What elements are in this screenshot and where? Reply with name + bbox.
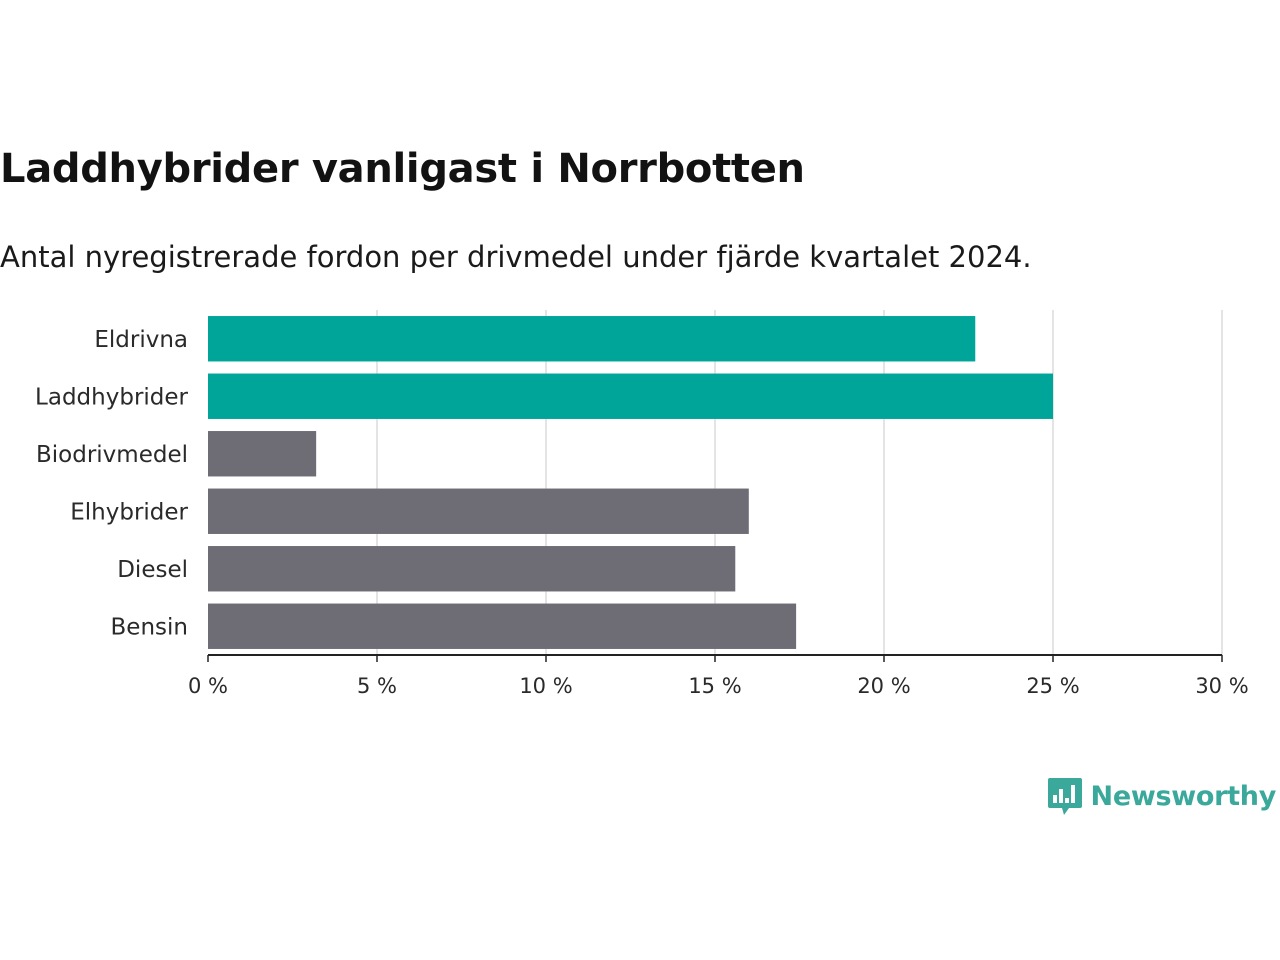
category-label: Bensin — [111, 614, 188, 640]
bar-diesel — [208, 546, 736, 592]
chart-title: Laddhybrider vanligast i Norrbotten — [0, 146, 805, 192]
bar-laddhybrider — [208, 373, 1053, 419]
bar-bensin — [208, 603, 797, 649]
x-tick-label: 10 % — [519, 674, 572, 698]
x-tick-label: 0 % — [188, 674, 228, 698]
x-tick-label: 15 % — [688, 674, 741, 698]
brand-name: Newsworthy — [1090, 780, 1277, 812]
x-tick-label: 5 % — [357, 674, 397, 698]
bar-biodrivmedel — [208, 431, 317, 477]
bar-chart: Eldrivna Laddhybrider Biodrivmedel Elhybrid… — [35, 310, 1249, 698]
category-label: Diesel — [117, 557, 188, 583]
category-label: Eldrivna — [94, 327, 188, 353]
category-label: Elhybrider — [70, 499, 188, 525]
category-labels: Eldrivna Laddhybrider Biodrivmedel Elhybrid… — [35, 327, 188, 641]
bars — [208, 316, 1053, 649]
x-tick-label: 25 % — [1026, 674, 1079, 698]
x-axis: 0 % 5 % 10 % 15 % 20 % 25 % 30 % — [188, 654, 1249, 698]
chart-subtitle: Antal nyregistrerade fordon per drivmede… — [0, 240, 1032, 274]
category-label: Laddhybrider — [35, 384, 188, 410]
x-tick-label: 20 % — [857, 674, 910, 698]
gridlines — [376, 310, 1223, 655]
x-tick-label: 30 % — [1195, 674, 1248, 698]
bar-eldrivna — [208, 316, 976, 362]
newsworthy-logo-icon — [1047, 778, 1082, 815]
brand-logo: Newsworthy — [1047, 776, 1276, 816]
bar-elhybrider — [208, 488, 749, 534]
category-label: Biodrivmedel — [36, 442, 188, 468]
